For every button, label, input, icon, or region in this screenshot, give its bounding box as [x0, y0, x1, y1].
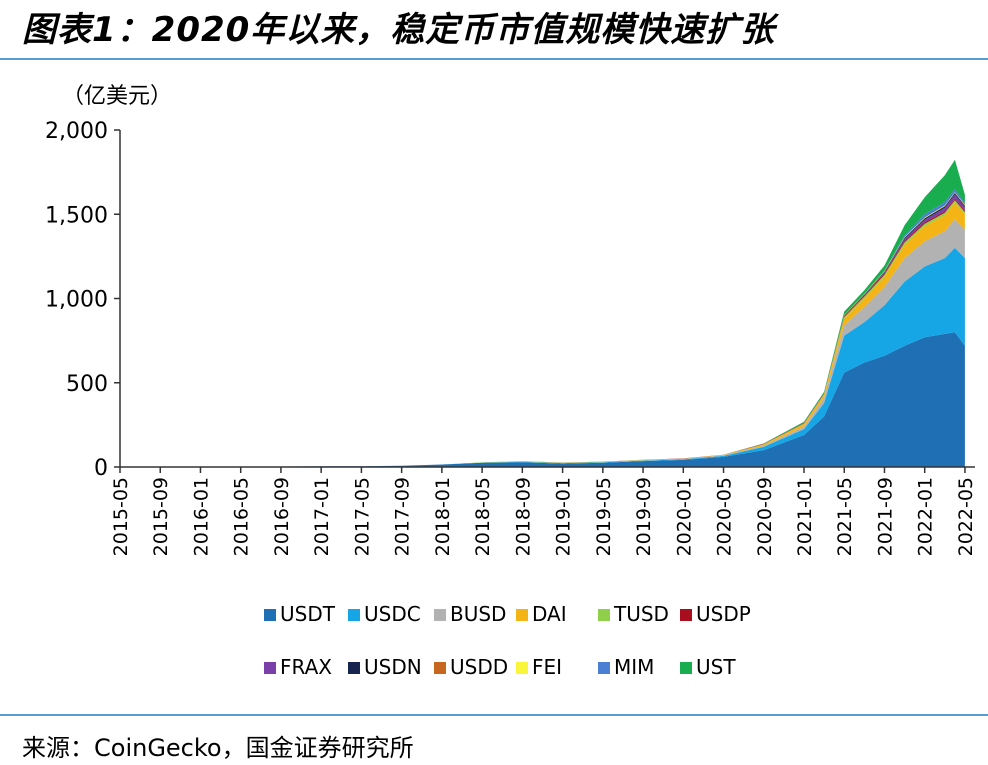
- figure-title: 图表1：2020年以来，稳定币市值规模快速扩张: [22, 10, 776, 50]
- legend-swatch-busd: [434, 609, 446, 621]
- x-tick-label: 2020-09: [754, 477, 776, 556]
- x-tick-label: 2016-05: [231, 477, 253, 556]
- legend-label-dai: DAI: [532, 602, 567, 626]
- y-axis-unit-label: （亿美元）: [62, 84, 172, 109]
- x-tick-label: 2018-05: [472, 477, 494, 556]
- x-tick-label: 2017-01: [311, 477, 333, 556]
- axes-layer: 0 500 1,000 1,500 2,000 2015-05 2015-09 2016-01…: [45, 119, 977, 556]
- legend-swatch-dai: [516, 609, 528, 621]
- legend-swatch-usdn: [348, 662, 360, 674]
- x-tick-label: 2016-01: [190, 477, 212, 556]
- legend: USDT USDC BUSD DAI TUSD USDP FRAX USDN USDD FEI MI…: [264, 602, 751, 679]
- area-layer: [120, 159, 965, 467]
- y-tick-label: 2,000: [45, 119, 108, 144]
- area-series-usdt: [120, 332, 965, 467]
- stablecoin-stacked-area-chart: （亿美元） 0 500 1,000 1,500 2,000 2015-05 2015-09 2…: [45, 84, 977, 679]
- legend-label-fei: FEI: [532, 655, 562, 679]
- legend-swatch-frax: [264, 662, 276, 674]
- legend-label-busd: BUSD: [450, 602, 506, 626]
- y-tick-label: 500: [66, 372, 108, 397]
- legend-swatch-usdd: [434, 662, 446, 674]
- legend-swatch-tusd: [598, 609, 610, 621]
- x-tick-label: 2018-01: [432, 477, 454, 556]
- x-tick-label: 2019-01: [553, 477, 575, 556]
- y-tick-label: 1,000: [45, 288, 108, 313]
- legend-swatch-ust: [680, 662, 692, 674]
- x-tick-label: 2020-05: [714, 477, 736, 556]
- x-tick-label: 2022-05: [955, 477, 977, 556]
- x-tick-label: 2019-05: [593, 477, 615, 556]
- top-rule: [0, 58, 988, 60]
- x-tick-label: 2015-09: [150, 477, 172, 556]
- legend-swatch-mim: [598, 662, 610, 674]
- legend-swatch-fei: [516, 662, 528, 674]
- x-tick-label: 2015-05: [110, 477, 132, 556]
- legend-label-frax: FRAX: [280, 655, 332, 679]
- legend-label-usdn: USDN: [364, 655, 422, 679]
- source-note: 来源：CoinGecko，国金证券研究所: [22, 734, 414, 762]
- x-tick-label: 2016-09: [271, 477, 293, 556]
- legend-label-usdt: USDT: [280, 602, 336, 626]
- legend-swatch-usdp: [680, 609, 692, 621]
- x-tick-label: 2020-01: [673, 477, 695, 556]
- x-tick-label: 2017-05: [351, 477, 373, 556]
- legend-swatch-usdc: [348, 609, 360, 621]
- x-tick-label: 2022-01: [915, 477, 937, 556]
- x-tick-label: 2021-09: [874, 477, 896, 556]
- bottom-rule: [0, 714, 988, 716]
- legend-swatch-usdt: [264, 609, 276, 621]
- legend-label-usdp: USDP: [696, 602, 751, 626]
- x-tick-label: 2021-01: [794, 477, 816, 556]
- legend-label-mim: MIM: [614, 655, 654, 679]
- legend-label-usdc: USDC: [364, 602, 421, 626]
- y-tick-label: 0: [94, 456, 108, 481]
- y-tick-label: 1,500: [45, 203, 108, 228]
- x-tick-label: 2021-05: [834, 477, 856, 556]
- x-tick-label: 2019-09: [633, 477, 655, 556]
- legend-label-ust: UST: [696, 655, 736, 679]
- x-tick-label: 2018-09: [512, 477, 534, 556]
- x-tick-label: 2017-09: [392, 477, 414, 556]
- legend-label-usdd: USDD: [450, 655, 508, 679]
- legend-label-tusd: TUSD: [613, 602, 669, 626]
